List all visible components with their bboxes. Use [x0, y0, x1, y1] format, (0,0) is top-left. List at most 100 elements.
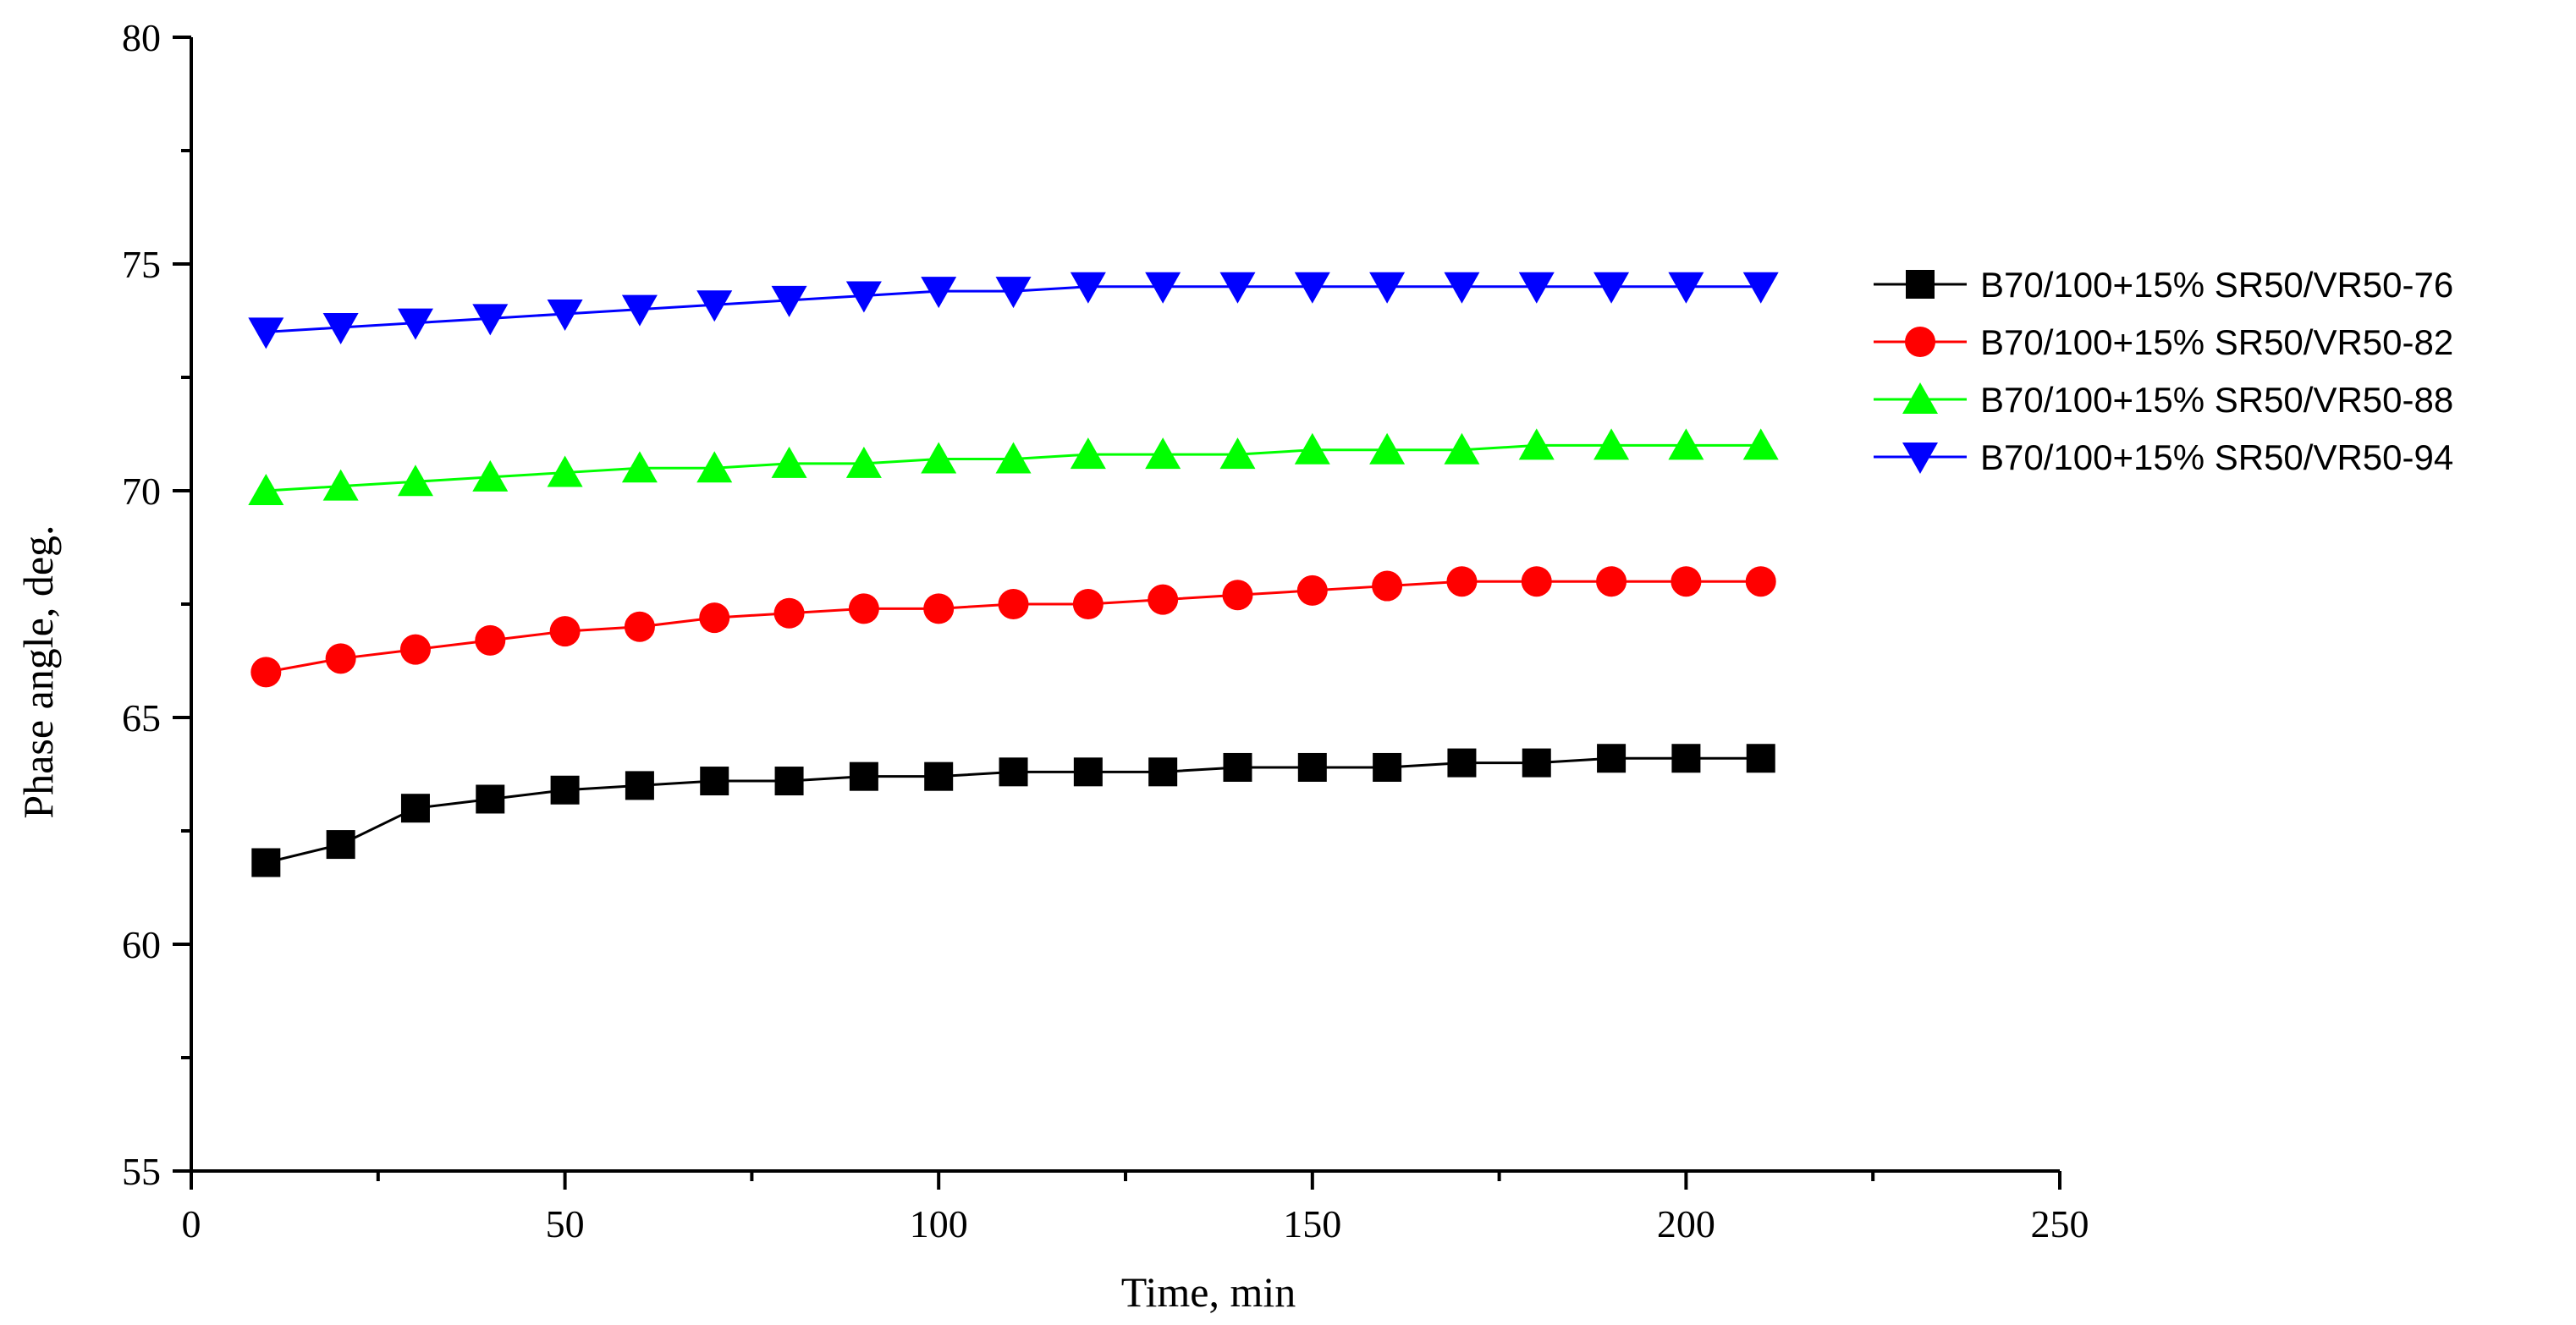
legend-marker: [1905, 327, 1935, 357]
series-1: [251, 744, 1775, 877]
legend-item: B70/100+15% SR50/VR50-82: [1874, 322, 2453, 362]
data-point: [400, 794, 430, 823]
data-point: [1073, 757, 1103, 787]
data-point: [550, 775, 580, 805]
data-point: [251, 848, 281, 877]
data-point: [700, 767, 729, 796]
data-point: [621, 451, 658, 483]
legend-marker: [1902, 382, 1938, 414]
data-point: [1444, 272, 1480, 304]
data-point: [621, 294, 658, 327]
data-point: [1522, 748, 1551, 778]
data-point: [1671, 744, 1701, 773]
y-tick-label: 70: [122, 470, 161, 513]
data-point: [547, 455, 583, 487]
legend-item: B70/100+15% SR50/VR50-94: [1874, 437, 2453, 477]
data-point: [921, 442, 957, 474]
x-tick-label: 100: [910, 1202, 968, 1245]
data-point: [1518, 272, 1555, 304]
data-point: [1219, 272, 1256, 304]
legend: B70/100+15% SR50/VR50-76 B70/100+15% SR50…: [1874, 265, 2453, 477]
data-point: [998, 589, 1029, 619]
x-tick-label: 0: [182, 1202, 201, 1245]
data-point: [848, 593, 879, 624]
data-point: [923, 593, 955, 624]
legend-label: B70/100+15% SR50/VR50-82: [1980, 322, 2453, 362]
data-point: [1148, 757, 1178, 787]
data-point: [771, 446, 807, 478]
axes: 0 50 100 150 200 250 55 60 65 70 75 80: [122, 16, 2089, 1245]
data-point: [921, 277, 957, 309]
data-point: [773, 597, 805, 629]
data-point: [995, 442, 1032, 474]
data-point: [549, 616, 581, 647]
x-axis-title: Time, min: [1121, 1268, 1296, 1316]
data-point: [699, 602, 730, 634]
data-point: [1444, 432, 1480, 465]
data-point: [1222, 580, 1253, 611]
data-point: [397, 465, 433, 497]
data-point: [325, 643, 356, 674]
data-point: [472, 459, 509, 492]
data-point: [1746, 744, 1775, 773]
data-point: [774, 767, 804, 796]
data-point: [845, 446, 882, 478]
data-point: [322, 313, 359, 345]
y-tick-label: 80: [122, 16, 161, 59]
data-point: [1596, 566, 1627, 597]
data-point: [322, 469, 359, 501]
y-tick-label: 65: [122, 696, 161, 739]
x-tick-label: 50: [546, 1202, 585, 1245]
data-point: [696, 451, 733, 483]
data-point: [1294, 432, 1330, 465]
data-point: [624, 611, 655, 642]
y-tick-label: 75: [122, 243, 161, 286]
data-point: [1294, 272, 1330, 304]
data-point: [924, 761, 954, 791]
data-point: [1219, 437, 1256, 470]
y-ticks: 55 60 65 70 75 80: [122, 16, 191, 1193]
data-point: [475, 624, 506, 656]
data-point: [696, 290, 733, 322]
data-point: [1223, 752, 1252, 782]
data-point: [1369, 432, 1406, 465]
data-point: [1597, 744, 1627, 773]
legend-label: B70/100+15% SR50/VR50-88: [1980, 380, 2453, 420]
data-point: [476, 784, 505, 814]
data-point: [1671, 566, 1702, 597]
x-tick-label: 250: [2031, 1202, 2089, 1245]
data-point: [248, 317, 284, 349]
data-point: [1518, 428, 1555, 460]
data-point: [771, 285, 807, 317]
data-point: [845, 281, 882, 313]
data-point: [248, 474, 284, 505]
data-point: [1369, 272, 1406, 304]
data-point: [1372, 570, 1403, 602]
x-tick-label: 150: [1283, 1202, 1341, 1245]
data-point: [1668, 272, 1704, 304]
data-point: [849, 761, 878, 791]
legend-marker: [1902, 443, 1938, 474]
data-point: [1446, 566, 1478, 597]
legend-label: B70/100+15% SR50/VR50-76: [1980, 265, 2453, 305]
data-point: [1447, 748, 1477, 778]
data-point: [1521, 566, 1552, 597]
series-4: [248, 272, 1779, 349]
y-tick-label: 60: [122, 923, 161, 966]
y-tick-label: 55: [122, 1150, 161, 1193]
series-3: [248, 428, 1779, 505]
legend-item: B70/100+15% SR50/VR50-88: [1874, 380, 2453, 420]
data-point: [1373, 752, 1402, 782]
x-tick-label: 200: [1657, 1202, 1715, 1245]
data-point: [1742, 428, 1779, 460]
data-point: [999, 757, 1028, 787]
legend-label: B70/100+15% SR50/VR50-94: [1980, 437, 2453, 477]
data-point: [1745, 566, 1776, 597]
data-point: [625, 771, 654, 800]
x-ticks: 0 50 100 150 200 250: [182, 1171, 2089, 1245]
data-point: [1593, 428, 1630, 460]
legend-item: B70/100+15% SR50/VR50-76: [1874, 265, 2453, 305]
data-point: [1296, 575, 1328, 606]
data-point: [399, 634, 431, 665]
